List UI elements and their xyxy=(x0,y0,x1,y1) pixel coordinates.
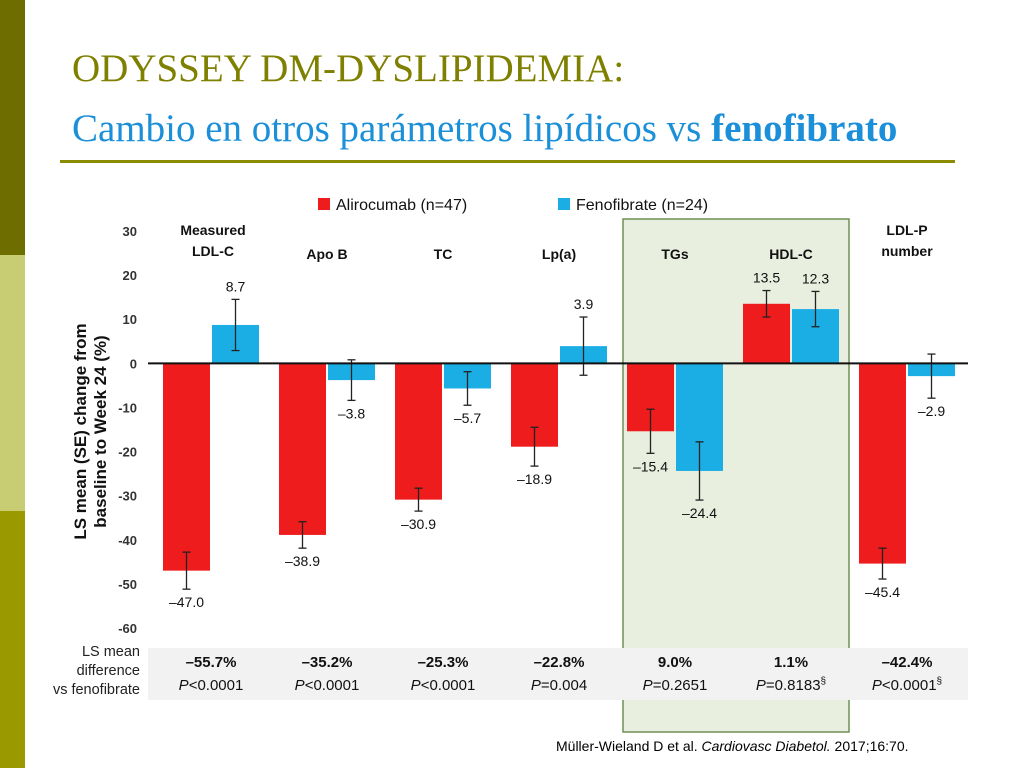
y-tick-label: -40 xyxy=(118,533,137,548)
value-label: 3.9 xyxy=(574,296,594,312)
bar xyxy=(163,363,210,571)
citation-journal: Cardiovasc Diabetol. xyxy=(701,738,831,754)
value-label: –18.9 xyxy=(517,471,552,487)
difference-value: –42.4% xyxy=(882,654,933,671)
subtitle-text: Cambio en otros parámetros lipídicos vs xyxy=(72,107,702,150)
value-label: –24.4 xyxy=(682,505,717,521)
value-label: –3.8 xyxy=(338,405,365,421)
difference-value: –55.7% xyxy=(186,654,237,671)
legend-label: Fenofibrate (n=24) xyxy=(576,197,708,214)
citation-authors: Müller-Wieland D et al. xyxy=(556,738,702,754)
difference-value: –35.2% xyxy=(302,654,353,671)
category-label: HDL-C xyxy=(769,246,813,262)
y-tick-label: 30 xyxy=(123,224,137,239)
category-label: LDL-P xyxy=(886,222,927,238)
p-value: P<0.0001 xyxy=(411,677,476,694)
value-label: –38.9 xyxy=(285,553,320,569)
legend-swatch xyxy=(318,198,330,210)
legend-label: Alirocumab (n=47) xyxy=(336,197,467,214)
difference-row-label: LS mean xyxy=(82,644,140,660)
category-label: TGs xyxy=(661,246,688,262)
title-underline xyxy=(60,160,955,163)
y-tick-label: -20 xyxy=(118,445,137,460)
slide-subtitle: Cambio en otros parámetros lipídicos vs … xyxy=(72,106,897,152)
sidebar-middle-accent xyxy=(0,255,25,511)
bar xyxy=(279,363,326,535)
category-label: Apo B xyxy=(306,246,347,262)
y-tick-label: 10 xyxy=(123,312,137,327)
difference-value: 9.0% xyxy=(658,654,692,671)
legend-swatch xyxy=(558,198,570,210)
difference-row-label: difference xyxy=(77,663,140,679)
y-tick-label: 20 xyxy=(123,268,137,283)
p-value: P=0.2651 xyxy=(643,677,708,694)
value-label: –45.4 xyxy=(865,584,900,600)
bar xyxy=(395,363,442,500)
citation: Müller-Wieland D et al. Cardiovasc Diabe… xyxy=(556,738,909,754)
value-label: 8.7 xyxy=(226,278,246,294)
category-label: Measured xyxy=(180,222,245,238)
y-tick-label: -60 xyxy=(118,621,137,636)
y-tick-label: 0 xyxy=(130,356,137,371)
p-value: P<0.0001§ xyxy=(872,676,942,694)
difference-value: 1.1% xyxy=(774,654,808,671)
category-label: number xyxy=(881,243,933,259)
sidebar-bottom-accent xyxy=(0,511,25,768)
difference-value: –25.3% xyxy=(418,654,469,671)
subtitle-bold-text: fenofibrato xyxy=(711,107,898,150)
p-value: P<0.0001 xyxy=(179,677,244,694)
bar xyxy=(859,363,906,564)
difference-row-band xyxy=(148,648,968,700)
value-label: –47.0 xyxy=(169,594,204,610)
value-label: –5.7 xyxy=(454,410,481,426)
highlight-box xyxy=(622,218,850,733)
difference-row-label: vs fenofibrate xyxy=(53,682,140,698)
sidebar-top-accent xyxy=(0,0,25,255)
category-label: LDL-C xyxy=(192,243,234,259)
y-axis-label: LS mean (SE) change frombaseline to Week… xyxy=(71,323,110,539)
value-label: 13.5 xyxy=(753,270,780,286)
p-value: P<0.0001 xyxy=(295,677,360,694)
y-tick-label: -30 xyxy=(118,489,137,504)
p-value: P=0.8183§ xyxy=(756,676,826,694)
value-label: –2.9 xyxy=(918,403,945,419)
slide-title: ODYSSEY DM-DYSLIPIDEMIA: xyxy=(72,47,625,90)
y-tick-label: -50 xyxy=(118,577,137,592)
category-label: Lp(a) xyxy=(542,246,576,262)
p-value: P=0.004 xyxy=(531,677,587,694)
difference-value: –22.8% xyxy=(534,654,585,671)
y-tick-label: -10 xyxy=(118,400,137,415)
value-label: 12.3 xyxy=(802,270,829,286)
value-label: –30.9 xyxy=(401,516,436,532)
value-label: –15.4 xyxy=(633,458,668,474)
category-label: TC xyxy=(434,246,453,262)
citation-details: 2017;16:70. xyxy=(830,738,909,754)
